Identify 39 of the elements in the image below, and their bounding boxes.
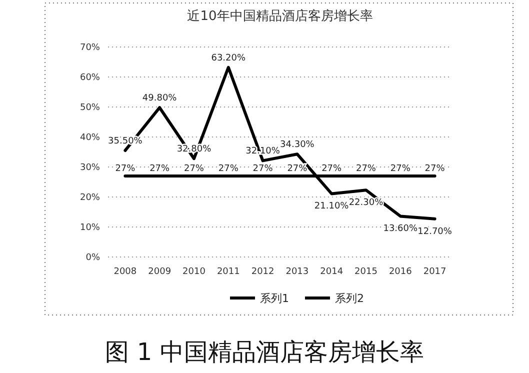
y-tick-label: 70%	[80, 43, 100, 53]
legend-label: 系列2	[335, 292, 364, 305]
data-label: 27%	[356, 164, 376, 174]
data-label: 27%	[287, 164, 308, 174]
data-label: 12.70%	[418, 226, 452, 237]
x-tick-label: 2017	[423, 267, 446, 277]
data-label: 13.60%	[383, 224, 418, 234]
data-label: 27%	[390, 164, 411, 174]
x-tick-label: 2009	[148, 267, 172, 277]
legend-label: 系列1	[260, 292, 289, 305]
data-label: 27%	[424, 164, 446, 174]
data-label: 27%	[184, 164, 204, 174]
y-tick-label: 30%	[80, 163, 100, 173]
x-tick-label: 2015	[354, 267, 378, 277]
data-label: 34.30%	[280, 140, 315, 150]
chart-title: 近10年中国精品酒店客房增长率	[187, 8, 373, 24]
data-label: 27%	[150, 164, 170, 174]
data-label: 27%	[218, 164, 239, 174]
x-tick-label: 2008	[114, 267, 137, 277]
caption: 图 1 中国精品酒店客房增长率	[105, 338, 424, 366]
x-tick-label: 2011	[216, 267, 240, 277]
x-tick-label: 2012	[251, 267, 274, 277]
x-tick-label: 2010	[182, 267, 206, 277]
data-label: 27%	[115, 164, 136, 174]
x-tick-label: 2014	[320, 267, 344, 277]
y-tick-label: 40%	[80, 133, 100, 143]
data-label: 49.80%	[142, 94, 178, 104]
y-tick-label: 50%	[80, 103, 100, 113]
data-label: 22.30%	[348, 198, 384, 208]
x-tick-label: 2016	[388, 267, 412, 277]
data-label: 21.10%	[314, 202, 350, 212]
data-label: 27%	[252, 164, 274, 174]
y-tick-label: 0%	[86, 253, 100, 263]
data-label: 63.20%	[211, 53, 246, 64]
data-label: 27%	[322, 164, 342, 174]
x-tick-label: 2013	[286, 267, 309, 277]
y-tick-label: 20%	[80, 193, 100, 203]
y-tick-label: 60%	[80, 73, 100, 83]
y-tick-label: 10%	[80, 223, 100, 233]
